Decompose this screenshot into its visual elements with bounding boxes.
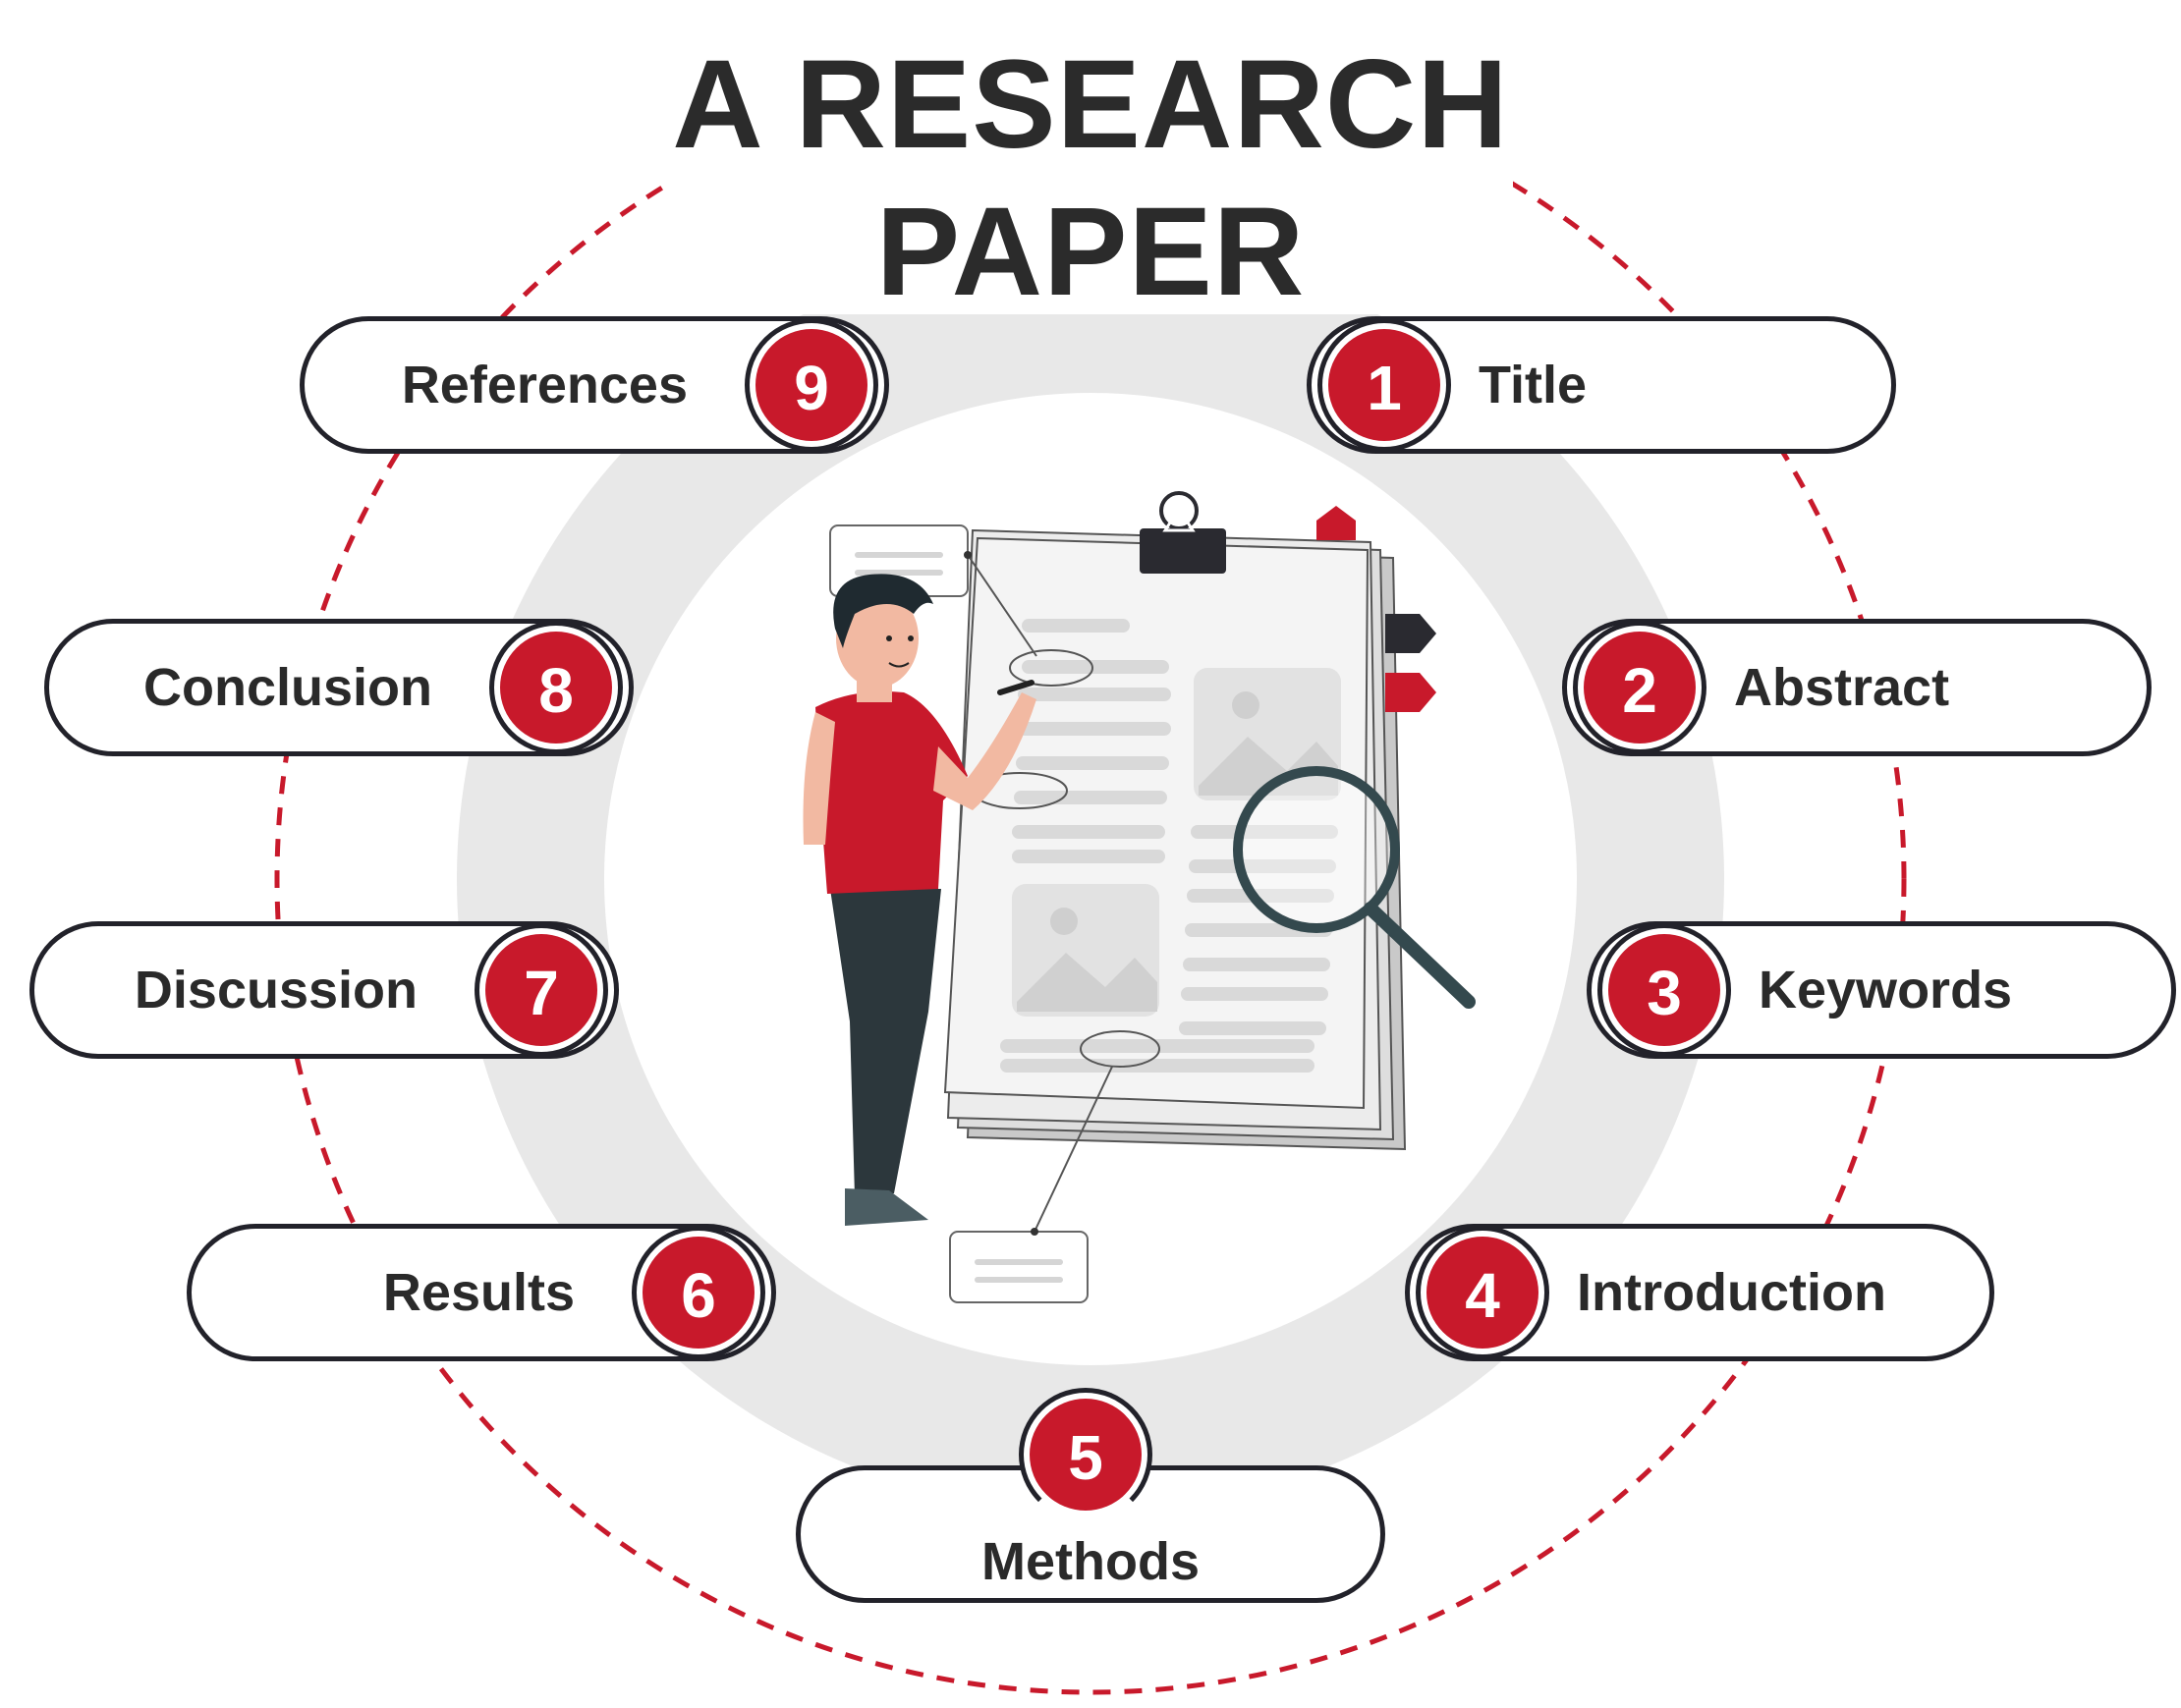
step-methods: 5 Methods [796, 1388, 1385, 1603]
step-label: References [401, 356, 688, 414]
step-number: 1 [1328, 329, 1440, 441]
step-label: Conclusion [143, 658, 432, 717]
step-discussion: 7 Discussion [29, 921, 619, 1059]
step-label: Title [1479, 356, 1588, 414]
step-introduction: 4 Introduction [1405, 1224, 1994, 1361]
step-badge: 8 [489, 621, 623, 754]
step-badge: 4 [1416, 1226, 1549, 1359]
binder-clip-icon [1140, 491, 1226, 574]
person-writing-icon [803, 574, 1036, 1226]
step-number: 6 [643, 1237, 755, 1349]
step-label: Methods [981, 1532, 1200, 1591]
magnifying-glass-icon [1233, 766, 1476, 1009]
step-label: Abstract [1734, 658, 1950, 717]
step-badge: 7 [475, 923, 608, 1057]
step-badge: 9 [745, 318, 878, 452]
step-title: 1 Title [1307, 316, 1896, 454]
step-badge: 5 [1019, 1388, 1152, 1521]
step-number: 8 [500, 632, 612, 744]
step-conclusion: 8 Conclusion [44, 619, 634, 756]
step-label: Results [382, 1263, 575, 1322]
step-references: 9 References [300, 316, 889, 454]
step-badge: 2 [1573, 621, 1706, 754]
step-badge: 6 [632, 1226, 765, 1359]
step-number: 2 [1584, 632, 1696, 744]
page-title-line-1: A RESEARCH [672, 34, 1509, 175]
step-badge: 1 [1317, 318, 1451, 452]
step-abstract: 2 Abstract [1562, 619, 2152, 756]
step-label: Introduction [1577, 1263, 1886, 1322]
page-title-line-2: PAPER [875, 182, 1306, 322]
step-number: 4 [1426, 1237, 1538, 1349]
step-number: 9 [755, 329, 867, 441]
step-number: 5 [1030, 1399, 1142, 1511]
step-number: 7 [485, 934, 597, 1046]
step-keywords: 3 Keywords [1587, 921, 2176, 1059]
step-label: Discussion [134, 961, 418, 1019]
step-results: 6 Results [187, 1224, 776, 1361]
document-stack-icon [943, 506, 1436, 1151]
dashed-ring [274, 63, 1907, 1695]
step-label: Keywords [1759, 961, 2013, 1019]
step-number: 3 [1608, 934, 1720, 1046]
step-badge: 3 [1597, 923, 1731, 1057]
